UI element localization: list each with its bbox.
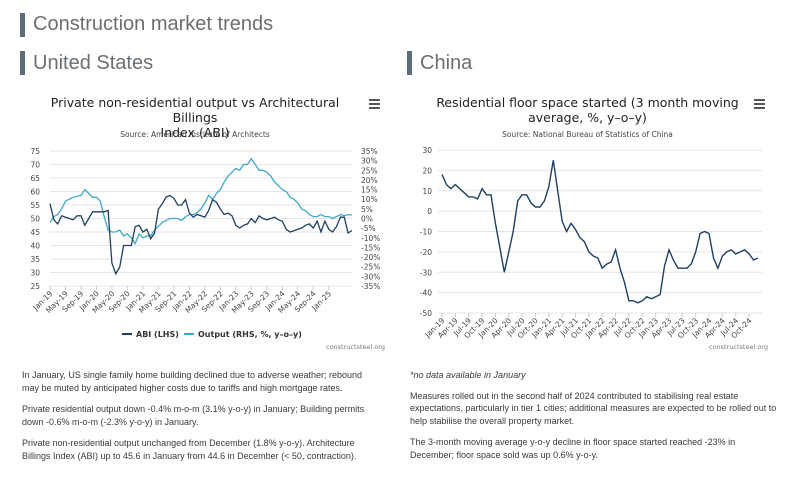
us-heading: United States <box>33 52 154 74</box>
us-right-tick-label: 15% <box>361 186 378 195</box>
legend-output-label[interactable]: Output (RHS, %, y–o–y) <box>198 330 302 339</box>
china-note: *no data available in January <box>410 370 526 380</box>
us-right-tick-label: 0% <box>361 215 373 224</box>
china-series-line <box>441 160 759 304</box>
us-right-tick-label: 10% <box>361 195 378 204</box>
us-left-tick-label: 60 <box>30 188 40 197</box>
china-chart-menu-icon[interactable] <box>754 99 765 111</box>
us-chart-source: Source: American Institute of Architects <box>120 130 270 139</box>
us-paragraph-2: Private residential output down -0.4% m-… <box>22 404 365 427</box>
china-chart-title-line1: Residential floor space started (3 month… <box>436 95 739 110</box>
china-heading-accent-bar <box>407 51 412 75</box>
china-paragraph-1: Measures rolled out in the second half o… <box>410 390 777 426</box>
us-left-tick-label: 75 <box>30 147 40 156</box>
us-left-tick-label: 30 <box>30 269 40 278</box>
us-chart-title: Private non-residential output vs Archit… <box>30 95 360 140</box>
legend-abi-label[interactable]: ABI (LHS) <box>136 330 179 339</box>
us-right-tick-label: -5% <box>361 224 376 233</box>
us-chart-credit[interactable]: constructsteel.org <box>326 343 385 351</box>
us-left-tick-label: 50 <box>30 215 40 224</box>
china-chart-source: Source: National Bureau of Statistics of… <box>502 130 673 139</box>
china-paragraph-2: The 3-month moving average y-o-y decline… <box>410 437 736 460</box>
china-commentary: *no data available in January Measures r… <box>410 369 780 461</box>
us-right-tick-label: -30% <box>361 272 380 281</box>
us-right-tick-label: 5% <box>361 205 373 214</box>
us-chart-menu-icon[interactable] <box>369 99 380 111</box>
us-left-tick-label: 40 <box>30 242 40 251</box>
china-heading: China <box>420 52 473 74</box>
china-y-tick-label: -40 <box>420 289 432 298</box>
us-left-tick-label: 55 <box>30 201 40 210</box>
us-left-tick-label: 70 <box>30 161 40 170</box>
us-right-tick-label: 20% <box>361 176 378 185</box>
us-left-tick-label: 25 <box>30 282 40 291</box>
us-right-tick-label: -35% <box>361 282 380 291</box>
us-right-tick-label: -20% <box>361 253 380 262</box>
us-paragraph-1: In January, US single family home buildi… <box>22 370 363 393</box>
us-chart: 75 70 65 60 55 50 45 40 35 30 25 35%30%25%20%15%10… <box>30 147 385 351</box>
china-y-tick-label: -30 <box>420 268 432 277</box>
us-commentary: In January, US single family home buildi… <box>22 369 377 462</box>
us-left-tick-label: 45 <box>30 228 40 237</box>
china-y-tick-label: 30 <box>422 146 432 155</box>
us-paragraph-3: Private non-residential output unchanged… <box>22 438 357 461</box>
title-accent-bar <box>20 13 25 37</box>
china-chart-title: Residential floor space started (3 month… <box>425 95 750 125</box>
china-y-tick-label: -50 <box>420 309 432 318</box>
us-left-tick-label: 65 <box>30 174 40 183</box>
us-heading-accent-bar <box>20 51 25 75</box>
us-right-tick-label: 35% <box>361 147 378 156</box>
us-left-tick-label: 35 <box>30 255 40 264</box>
us-chart-title-line1: Private non-residential output vs Archit… <box>50 95 340 125</box>
us-abi-series-line <box>49 194 353 276</box>
us-right-tick-label: -15% <box>361 243 380 252</box>
us-right-tick-label: 30% <box>361 157 378 166</box>
us-right-tick-label: -25% <box>361 263 380 272</box>
china-y-tick-label: -10 <box>420 228 432 237</box>
china-y-tick-label: -20 <box>420 248 432 257</box>
china-y-tick-label: 0 <box>427 207 432 216</box>
china-chart-title-line2: average, %, y–o–y) <box>528 110 647 125</box>
us-chart-title-line2: Index (ABI) <box>160 125 230 140</box>
china-y-tick-label: 10 <box>422 187 432 196</box>
page-title: Construction market trends <box>33 13 274 35</box>
us-legend: ABI (LHS) Output (RHS, %, y–o–y) <box>122 330 302 339</box>
china-chart-credit[interactable]: constructsteel.org <box>709 343 768 351</box>
us-output-series-line <box>49 157 353 245</box>
us-right-tick-label: 25% <box>361 166 378 175</box>
china-y-tick-label: 20 <box>422 166 432 175</box>
us-right-tick-label: -10% <box>361 234 380 243</box>
